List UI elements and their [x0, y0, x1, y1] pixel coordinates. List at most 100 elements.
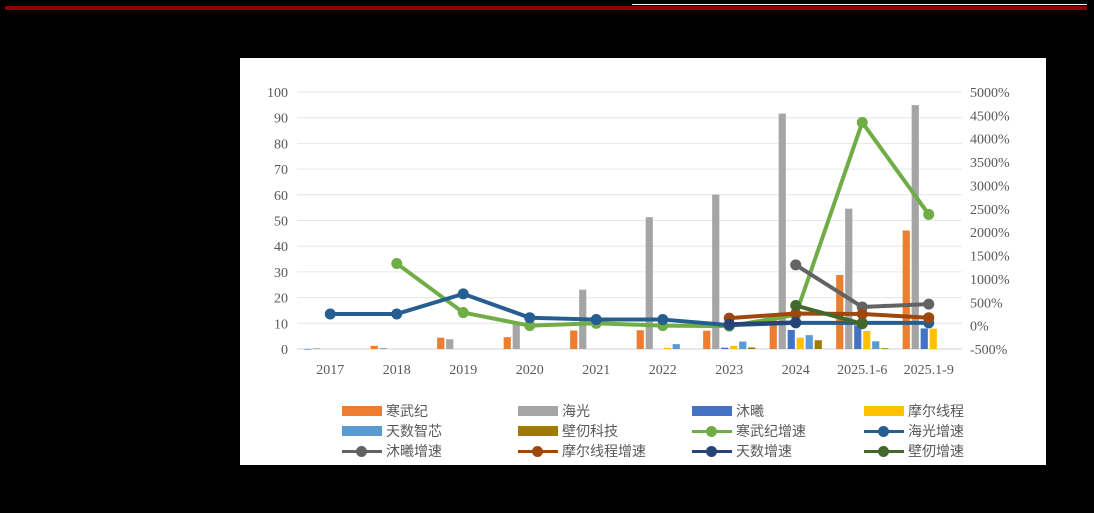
line-marker	[723, 318, 735, 330]
left-axis-tick: 60	[274, 189, 288, 204]
legend-item: 沐曦	[692, 402, 764, 420]
line-marker	[856, 318, 868, 330]
legend-line-marker-icon	[692, 442, 732, 460]
legend-swatch-icon	[864, 406, 904, 416]
line-marker	[324, 308, 336, 320]
legend-line-marker-icon	[342, 442, 382, 460]
left-axis-tick: 100	[267, 86, 288, 101]
bar	[805, 335, 813, 349]
bar	[512, 322, 520, 349]
right-axis-tick: 2500%	[970, 203, 1010, 218]
left-axis-tick: 70	[274, 163, 288, 178]
legend-swatch-icon	[518, 406, 558, 416]
x-axis-label: 2021	[582, 363, 610, 378]
bar	[920, 328, 928, 349]
right-axis-tick: 5000%	[970, 86, 1010, 101]
legend-item: 寒武纪	[342, 402, 428, 420]
x-axis-label: 2017	[316, 363, 344, 378]
legend-swatch-icon	[342, 426, 382, 436]
left-axis-tick: 80	[274, 137, 288, 152]
line-marker	[923, 208, 935, 220]
bar	[446, 339, 454, 349]
line-marker	[923, 298, 935, 310]
legend-label: 摩尔线程增速	[562, 444, 646, 460]
bar	[787, 329, 795, 349]
legend-label: 天数智芯	[386, 424, 442, 440]
right-axis-tick: 1500%	[970, 250, 1010, 265]
left-axis-tick: 10	[274, 317, 288, 332]
legend-swatch-icon	[342, 406, 382, 416]
legend-label: 天数增速	[736, 444, 792, 460]
legend-item: 摩尔线程增速	[518, 442, 646, 460]
right-axis-tick: 4500%	[970, 109, 1010, 124]
right-axis-tick: -500%	[970, 343, 1008, 358]
x-axis-label: 2022	[649, 363, 677, 378]
line-marker	[790, 316, 802, 328]
bar	[313, 348, 321, 350]
bar	[672, 344, 680, 349]
left-axis-tick: 50	[274, 215, 288, 230]
legend-swatch-icon	[518, 426, 558, 436]
line-series	[330, 291, 929, 328]
line-marker	[524, 320, 536, 332]
bar	[854, 325, 862, 349]
right-axis-tick: 1000%	[970, 273, 1010, 288]
bar	[881, 348, 889, 350]
legend-item: 天数增速	[692, 442, 792, 460]
line-marker	[790, 300, 802, 312]
legend-item: 壁仞增速	[864, 442, 964, 460]
bar	[872, 341, 880, 349]
left-axis-tick: 30	[274, 266, 288, 281]
legend-line-marker-icon	[864, 422, 904, 440]
line-marker	[590, 314, 602, 326]
legend-label: 摩尔线程	[908, 404, 964, 420]
x-axis-label: 2025.1-6	[837, 363, 887, 378]
left-axis-tick: 0	[281, 343, 288, 358]
legend-label: 寒武纪增速	[736, 424, 806, 440]
bar	[902, 230, 910, 349]
line-marker	[457, 288, 469, 300]
bar	[929, 328, 937, 349]
line-series	[795, 303, 863, 326]
legend-line-marker-icon	[692, 422, 732, 440]
line-marker	[524, 312, 536, 324]
legend-label: 沐曦增速	[386, 444, 442, 460]
combo-chart: 0 10 20 30 40 50 60 70 80 90 100 -500% 0% 500% 1000% 15…	[267, 86, 1010, 378]
bar	[503, 337, 511, 349]
bar	[814, 340, 822, 349]
right-axis-tick: 500%	[970, 296, 1003, 311]
bar	[379, 347, 387, 349]
legend-item: 沐曦增速	[342, 442, 442, 460]
legend-label: 壁仞增速	[908, 444, 964, 460]
legend-item: 壁仞科技	[518, 422, 618, 440]
bar	[796, 337, 804, 349]
bar	[636, 330, 644, 349]
line-marker	[856, 308, 868, 320]
x-axis-label: 2020	[516, 363, 544, 378]
bar	[703, 330, 711, 349]
line-series	[729, 320, 796, 327]
right-axis-tick: 2000%	[970, 226, 1010, 241]
bar	[663, 347, 671, 349]
left-axis-tick: 90	[274, 112, 288, 127]
line-marker	[391, 257, 403, 269]
bar	[748, 347, 756, 349]
right-axis-tick: 4000%	[970, 133, 1010, 148]
bar	[739, 341, 747, 349]
header-divider-line	[632, 4, 1087, 5]
line-marker	[790, 259, 802, 271]
legend-label: 沐曦	[736, 404, 764, 420]
header-accent-bar	[5, 6, 1087, 10]
legend-item: 寒武纪增速	[692, 422, 806, 440]
x-axis-label: 2023	[715, 363, 743, 378]
bar	[730, 345, 738, 349]
legend-label: 壁仞科技	[562, 424, 618, 440]
bar	[437, 337, 445, 349]
legend-item: 天数智芯	[342, 422, 442, 440]
legend-item: 海光增速	[864, 422, 964, 440]
bar	[778, 113, 786, 349]
right-axis-tick: 0%	[970, 320, 989, 335]
legend-label: 寒武纪	[386, 404, 428, 420]
right-axis-tick: 3000%	[970, 179, 1010, 194]
bar	[911, 105, 919, 349]
